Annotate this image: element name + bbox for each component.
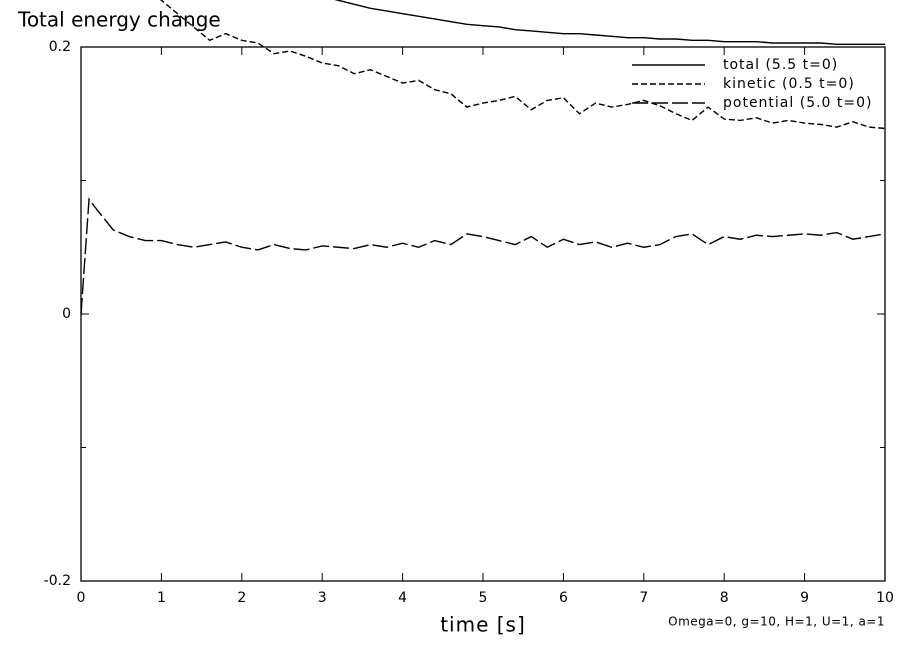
legend-label: potential (5.0 t=0) [723, 95, 873, 111]
y-tick-label: 0 [62, 306, 71, 322]
x-tick-label: 1 [157, 590, 166, 606]
series-line [159, 0, 886, 130]
x-axis-label: time [s] [440, 613, 526, 637]
x-tick-label: 9 [800, 590, 809, 606]
plot-frame [80, 46, 886, 582]
legend-label: total (5.5 t=0) [723, 57, 838, 73]
x-tick-label: 6 [559, 590, 568, 606]
x-tick-label: 3 [318, 590, 327, 606]
chart-title: Total energy change [17, 8, 221, 32]
x-tick-label: 8 [720, 590, 729, 606]
annotation: Omega=0, g=10, H=1, U=1, a=1 [668, 615, 885, 629]
x-tick-label: 5 [479, 590, 488, 606]
x-tick-label: 2 [237, 590, 246, 606]
series-line [80, 197, 886, 315]
x-tick-label: 7 [639, 590, 648, 606]
legend-label: kinetic (0.5 t=0) [723, 76, 855, 92]
x-tick-label: 10 [876, 590, 894, 606]
y-tick-label: -0.2 [44, 573, 71, 589]
y-tick-label: 0.2 [49, 39, 71, 55]
x-tick-label: 0 [77, 590, 86, 606]
series-line [334, 0, 885, 46]
x-tick-label: 4 [398, 590, 407, 606]
